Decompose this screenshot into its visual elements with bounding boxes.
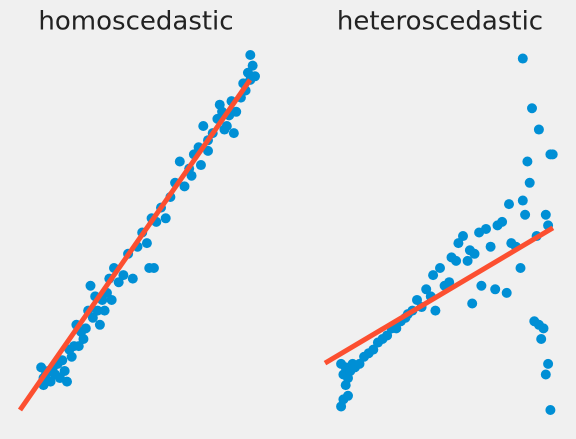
scatter-point	[66, 351, 77, 362]
scatter-point	[228, 128, 239, 139]
scatter-point	[85, 280, 96, 291]
scatter-point	[57, 355, 68, 366]
scatter-point	[382, 330, 393, 341]
scatter-point	[453, 238, 464, 249]
scatter-point	[245, 50, 256, 60]
scatter-point	[543, 358, 554, 369]
scatter-point	[469, 248, 480, 259]
scatter-point	[179, 181, 190, 192]
scatter-point	[467, 298, 478, 309]
scatter-point	[87, 312, 98, 323]
scatter-point	[462, 255, 473, 266]
scatter-point	[540, 209, 551, 220]
scatter-point	[412, 294, 422, 305]
scatter-point	[198, 121, 209, 131]
scatter-point	[148, 263, 159, 273]
scatter-point	[99, 305, 110, 316]
scatter-point	[214, 99, 225, 110]
scatter-point	[45, 376, 56, 387]
scatter-point	[174, 156, 185, 167]
scatter-point	[92, 305, 103, 316]
scatter-point	[428, 270, 439, 281]
scatter-point	[458, 231, 468, 242]
scatter-point	[533, 124, 544, 135]
scatter-point	[536, 334, 547, 344]
scatter-point	[520, 209, 531, 220]
scatter-point	[481, 223, 491, 234]
scatter-point	[62, 376, 72, 387]
scatter-point	[517, 53, 528, 64]
scatter-point	[545, 149, 556, 160]
scatter-point	[94, 319, 105, 330]
fit-line	[17, 78, 253, 412]
scatter-point	[533, 319, 544, 330]
scatter-point	[78, 334, 89, 344]
scatter-point	[497, 216, 508, 227]
scatter-point	[444, 277, 455, 288]
scatter-point	[186, 170, 197, 181]
scatter-point	[73, 341, 84, 352]
scatter-point	[336, 401, 347, 412]
scatter-point	[421, 284, 432, 295]
scatter-point	[106, 294, 117, 305]
fit-line	[323, 225, 555, 366]
scatter-point	[522, 156, 533, 167]
scatter-point	[118, 270, 129, 281]
scatter-point	[203, 145, 213, 156]
scatter-point	[59, 365, 70, 376]
scatter-point	[368, 344, 379, 355]
scatter-point	[391, 323, 402, 334]
scatter-point	[127, 273, 138, 284]
scatter-point	[340, 380, 351, 391]
scatter-point	[515, 263, 526, 273]
scatter-point	[490, 284, 501, 295]
chart-title: homoscedastic	[38, 7, 233, 37]
scatter-point	[501, 287, 512, 298]
scatter-point	[343, 390, 353, 401]
scatter-point	[113, 277, 124, 288]
scatter-point	[435, 263, 445, 273]
scatter-point	[517, 195, 528, 206]
scatter-point	[141, 238, 152, 249]
chart-title: heteroscedastic	[337, 7, 543, 37]
scatter-point	[195, 160, 206, 171]
scatter-point	[247, 60, 258, 71]
scatter-point	[545, 405, 556, 415]
scatter-point	[219, 124, 230, 135]
scatter-point	[354, 358, 365, 369]
scatter-point	[476, 280, 487, 291]
scatter-point	[504, 199, 514, 210]
scatter-point	[451, 255, 462, 266]
scatter-point	[485, 241, 496, 252]
scatter-point	[524, 177, 535, 188]
scatter-point	[160, 213, 171, 224]
scatter-point	[430, 305, 441, 316]
scatter-point	[80, 323, 91, 334]
scatter-point	[527, 103, 537, 114]
scatter-point	[540, 369, 551, 380]
